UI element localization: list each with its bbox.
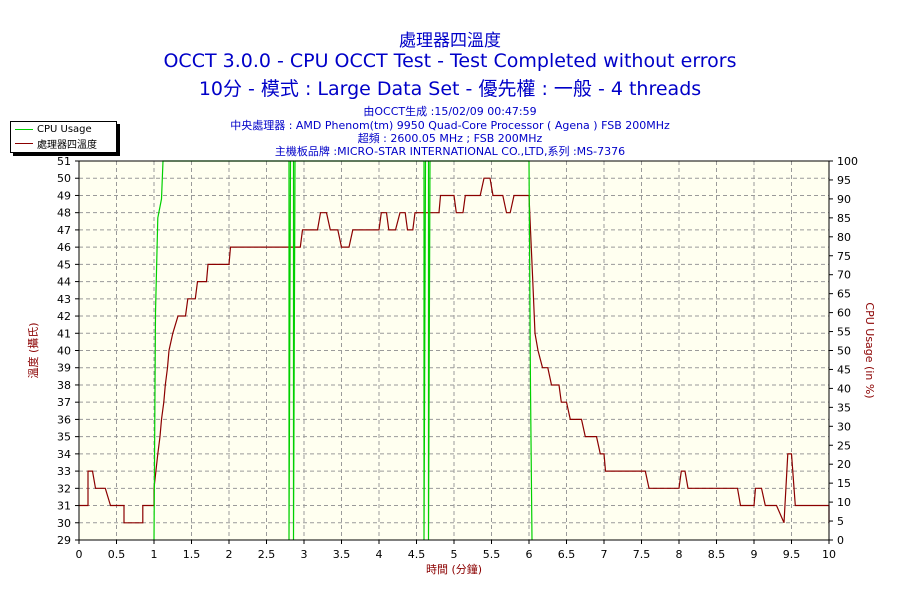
plot-area (79, 161, 829, 540)
y-right-tick-label: 5 (837, 515, 844, 528)
y-left-tick-label: 41 (57, 327, 71, 340)
x-tick-label: 10 (822, 548, 836, 561)
y-right-tick-label: 95 (837, 174, 851, 187)
x-tick-label: 4.5 (408, 548, 426, 561)
legend-item-temperature: 處理器四溫度 (15, 137, 97, 151)
y-right-tick-label: 70 (837, 269, 851, 282)
y-right-tick-label: 90 (837, 193, 851, 206)
y-left-tick-label: 36 (57, 413, 71, 426)
x-tick-label: 1.5 (183, 548, 201, 561)
legend-item-cpu-usage: CPU Usage (15, 123, 92, 136)
chart-title: 處理器四溫度 (399, 31, 501, 51)
y-left-tick-label: 50 (57, 172, 71, 185)
x-tick-label: 2.5 (258, 548, 276, 561)
x-axis-label: 時間 (分鐘) (426, 562, 482, 576)
x-tick-label: 2 (226, 548, 233, 561)
y-right-tick-label: 80 (837, 231, 851, 244)
x-tick-label: 4 (376, 548, 383, 561)
chart-subtitle: OCCT 3.0.0 - CPU OCCT Test - Test Comple… (163, 50, 737, 72)
y-left-tick-label: 38 (57, 379, 71, 392)
x-tick-label: 6 (526, 548, 533, 561)
y-left-tick-label: 46 (57, 241, 71, 254)
x-tick-label: 0 (76, 548, 83, 561)
info-frequency: 超頻 : 2600.05 MHz ; FSB 200MHz (357, 132, 543, 145)
x-tick-label: 5.5 (483, 548, 501, 561)
legend-swatch-temperature (15, 143, 33, 144)
y-left-tick-label: 30 (57, 517, 71, 530)
series-cpu-usage (153, 160, 533, 541)
y-right-tick-label: 45 (837, 363, 851, 376)
y-right-tick-label: 65 (837, 288, 851, 301)
x-tick-label: 1 (151, 548, 158, 561)
y-left-tick-label: 49 (57, 189, 71, 202)
y-left-tick-label: 31 (57, 500, 71, 513)
y-right-tick-label: 20 (837, 458, 851, 471)
axes (78, 160, 830, 541)
legend-label-temperature: 處理器四溫度 (37, 140, 97, 151)
info-motherboard: 主機板品牌 :MICRO-STAR INTERNATIONAL CO.,LTD,… (274, 145, 626, 158)
y-left-tick-label: 44 (57, 276, 71, 289)
series-lines (79, 160, 830, 541)
tick-labels: 0 0.5 1 1.5 2 2.5 3 3.5 4 4.5 5 5.5 6 6.5 7 7.5 8 8.5 9 9.5… (57, 155, 858, 561)
chart-legend: CPU Usage 處理器四溫度 (10, 121, 117, 153)
legend-swatch-cpu-usage (15, 129, 33, 130)
y-left-tick-label: 32 (57, 482, 71, 495)
y-right-tick-label: 55 (837, 326, 851, 339)
y-right-tick-label: 0 (837, 534, 844, 547)
y-right-tick-label: 10 (837, 496, 851, 509)
chart-mode-line: 10分 - 模式 : Large Data Set - 優先權 : 一般 - 4… (198, 78, 702, 100)
y-right-tick-label: 40 (837, 382, 851, 395)
x-tick-label: 8.5 (708, 548, 726, 561)
x-tick-label: 5 (451, 548, 458, 561)
x-tick-label: 3 (301, 548, 308, 561)
series-temperature (79, 177, 830, 524)
y-right-tick-label: 35 (837, 401, 851, 414)
y-left-tick-label: 43 (57, 293, 71, 306)
y-right-tick-label: 15 (837, 477, 851, 490)
x-tick-label: 3.5 (333, 548, 351, 561)
x-tick-label: 6.5 (558, 548, 576, 561)
x-tick-label: 7.5 (633, 548, 651, 561)
x-tick-label: 9.5 (783, 548, 801, 561)
y-axis-label-right: CPU Usage (in %) (863, 302, 876, 398)
y-right-tick-label: 85 (837, 212, 851, 225)
y-right-tick-label: 75 (837, 250, 851, 263)
y-left-tick-label: 40 (57, 345, 71, 358)
y-right-tick-label: 25 (837, 439, 851, 452)
info-cpu: 中央處理器 : AMD Phenom(tm) 9950 Quad-Core Pr… (230, 119, 670, 132)
x-tick-label: 7 (601, 548, 608, 561)
y-left-tick-label: 42 (57, 310, 71, 323)
y-axis-label-left: 溫度 (攝氏) (26, 322, 40, 378)
info-generated: 由OCCT生成 :15/02/09 00:47:59 (363, 105, 537, 118)
y-right-tick-label: 30 (837, 420, 851, 433)
y-left-tick-label: 48 (57, 207, 71, 220)
x-tick-label: 8 (676, 548, 683, 561)
y-left-tick-label: 39 (57, 362, 71, 375)
plot-frame (78, 160, 830, 541)
y-left-tick-label: 35 (57, 431, 71, 444)
y-left-tick-label: 29 (57, 534, 71, 547)
y-left-tick-label: 33 (57, 465, 71, 478)
x-tick-label: 0.5 (108, 548, 126, 561)
plot-background (79, 161, 829, 540)
grid-lines (79, 161, 829, 540)
legend-label-cpu-usage: CPU Usage (37, 124, 92, 135)
y-right-tick-label: 50 (837, 345, 851, 358)
x-tick-label: 9 (751, 548, 758, 561)
y-left-tick-label: 45 (57, 258, 71, 271)
y-left-tick-label: 37 (57, 396, 71, 409)
y-left-tick-label: 47 (57, 224, 71, 237)
y-left-tick-label: 34 (57, 448, 71, 461)
y-right-tick-label: 60 (837, 307, 851, 320)
